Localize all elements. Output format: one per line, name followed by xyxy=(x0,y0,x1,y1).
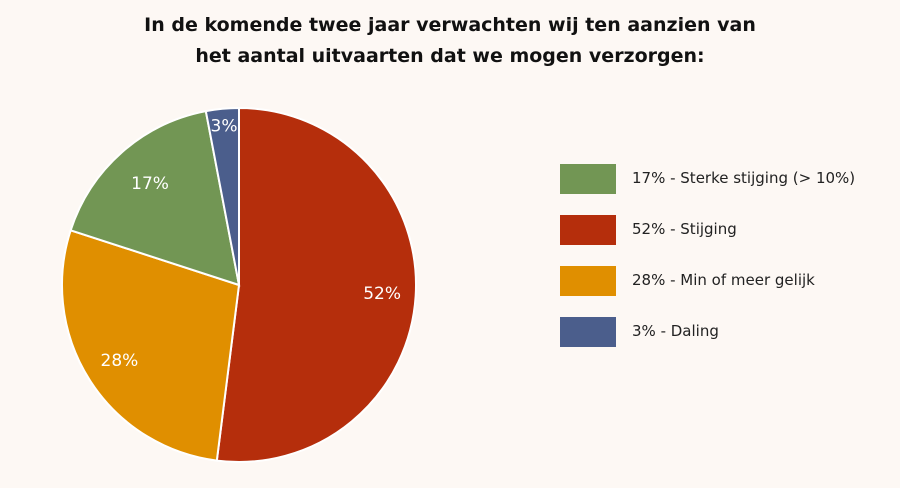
title-line-1: In de komende twee jaar verwachten wij t… xyxy=(144,14,756,36)
legend-item-min-of-meer-gelijk: 28% - Min of meer gelijk xyxy=(560,266,880,296)
pie-slice-min-of-meer-gelijk xyxy=(61,229,241,462)
legend-item-stijging: 52% - Stijging xyxy=(560,215,880,245)
title-line-2: het aantal uitvaarten dat we mogen verzo… xyxy=(195,45,705,67)
legend-item-sterke-stijging: 17% - Sterke stijging (> 10%) xyxy=(560,164,880,194)
legend-swatch-sterke-stijging xyxy=(560,164,616,194)
pie-slice-sterke-stijging xyxy=(69,109,241,287)
slice-label-stijging: 52% xyxy=(363,284,401,304)
legend-label-stijging: 52% - Stijging xyxy=(632,220,737,238)
legend-label-daling: 3% - Daling xyxy=(632,322,719,340)
legend-item-daling: 3% - Daling xyxy=(560,317,880,347)
legend-swatch-stijging xyxy=(560,215,616,245)
slice-label-daling: 3% xyxy=(211,116,238,136)
chart-title: In de komende twee jaar verwachten wij t… xyxy=(0,10,900,72)
legend-label-min-of-meer-gelijk: 28% - Min of meer gelijk xyxy=(632,271,815,289)
slice-label-min-of-meer-gelijk: 28% xyxy=(101,351,139,371)
legend-swatch-daling xyxy=(560,317,616,347)
legend-label-sterke-stijging: 17% - Sterke stijging (> 10%) xyxy=(632,169,856,187)
legend-swatch-min-of-meer-gelijk xyxy=(560,266,616,296)
pie-slice-stijging xyxy=(215,106,417,463)
pie-slice-daling xyxy=(204,106,240,286)
slice-label-sterke-stijging: 17% xyxy=(131,174,169,194)
